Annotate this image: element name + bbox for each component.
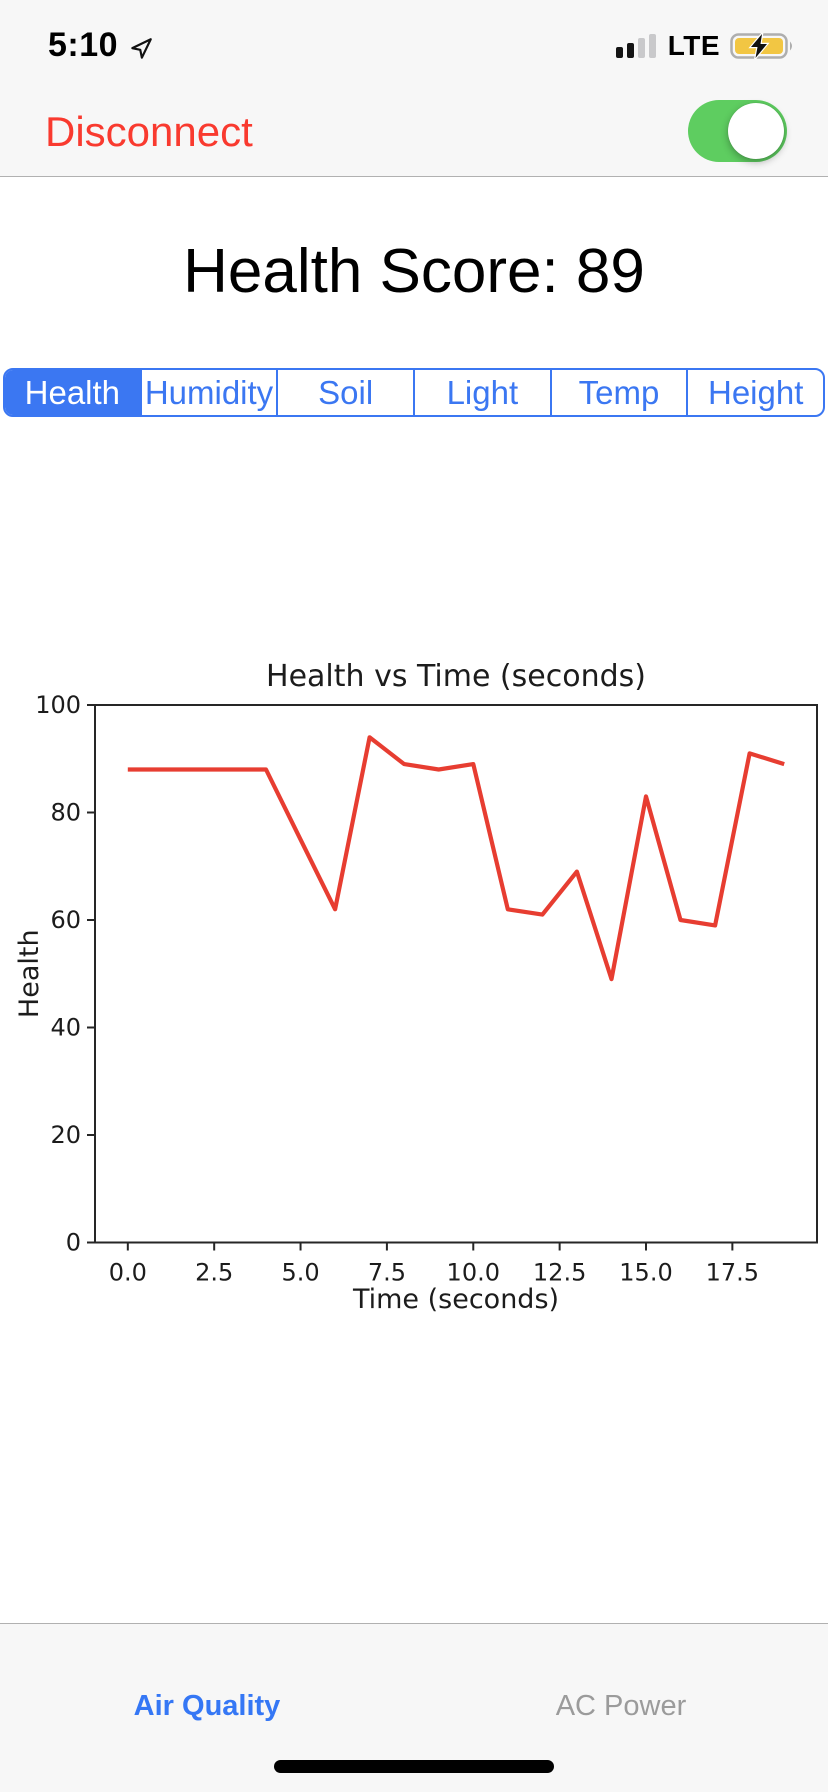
location-arrow-icon: [131, 38, 152, 59]
x-tick-label: 15.0: [619, 1259, 672, 1287]
status-time: 5:10: [48, 26, 119, 64]
page-title: Health Score: 89: [183, 237, 645, 306]
x-tick-label: 7.5: [368, 1259, 406, 1287]
y-tick-label: 40: [50, 1014, 81, 1042]
y-tick-label: 100: [35, 691, 81, 719]
footer-bar: Air Quality AC Power: [0, 1623, 828, 1792]
disconnect-button[interactable]: Disconnect: [45, 108, 253, 155]
toggle-knob: [728, 103, 784, 159]
network-type-label: LTE: [667, 30, 720, 61]
tab-temp[interactable]: Temp: [549, 370, 687, 415]
ac-power-label: AC Power: [555, 1690, 687, 1722]
status-right-cluster: LTE: [615, 30, 796, 62]
home-indicator[interactable]: [274, 1760, 554, 1773]
y-tick-label: 60: [50, 906, 81, 934]
tab-humidity[interactable]: Humidity: [139, 370, 277, 415]
chart-ylabel: Health: [14, 929, 45, 1018]
y-tick-label: 0: [66, 1229, 81, 1257]
x-tick-label: 10.0: [447, 1259, 500, 1287]
x-tick-label: 17.5: [706, 1259, 759, 1287]
x-tick-label: 2.5: [195, 1259, 233, 1287]
y-tick-label: 20: [50, 1121, 81, 1149]
health-line-chart: Health vs Time (seconds) Time (seconds) He…: [14, 659, 818, 1315]
tab-light[interactable]: Light: [413, 370, 550, 415]
air-quality-link[interactable]: Air Quality: [133, 1690, 281, 1722]
metric-segmented-control: Health Humidity Soil Light Temp Height: [3, 368, 825, 417]
status-and-nav-bar: [0, 0, 828, 177]
health-series-line: [127, 735, 785, 982]
chart-xlabel: Time (seconds): [352, 1284, 559, 1315]
x-tick-label: 12.5: [533, 1259, 586, 1287]
x-tick-label: 5.0: [281, 1259, 319, 1287]
x-tick-label: 0.0: [109, 1259, 147, 1287]
chart-title: Health vs Time (seconds): [266, 659, 646, 694]
plot-area: [94, 704, 818, 1244]
battery-charging-icon: [730, 33, 792, 59]
tab-height[interactable]: Height: [686, 370, 823, 415]
tab-health[interactable]: Health: [5, 370, 140, 415]
y-tick-label: 80: [50, 799, 81, 827]
tab-soil[interactable]: Soil: [276, 370, 413, 415]
signal-strength-icon: [615, 34, 656, 58]
connection-toggle[interactable]: [688, 100, 787, 162]
